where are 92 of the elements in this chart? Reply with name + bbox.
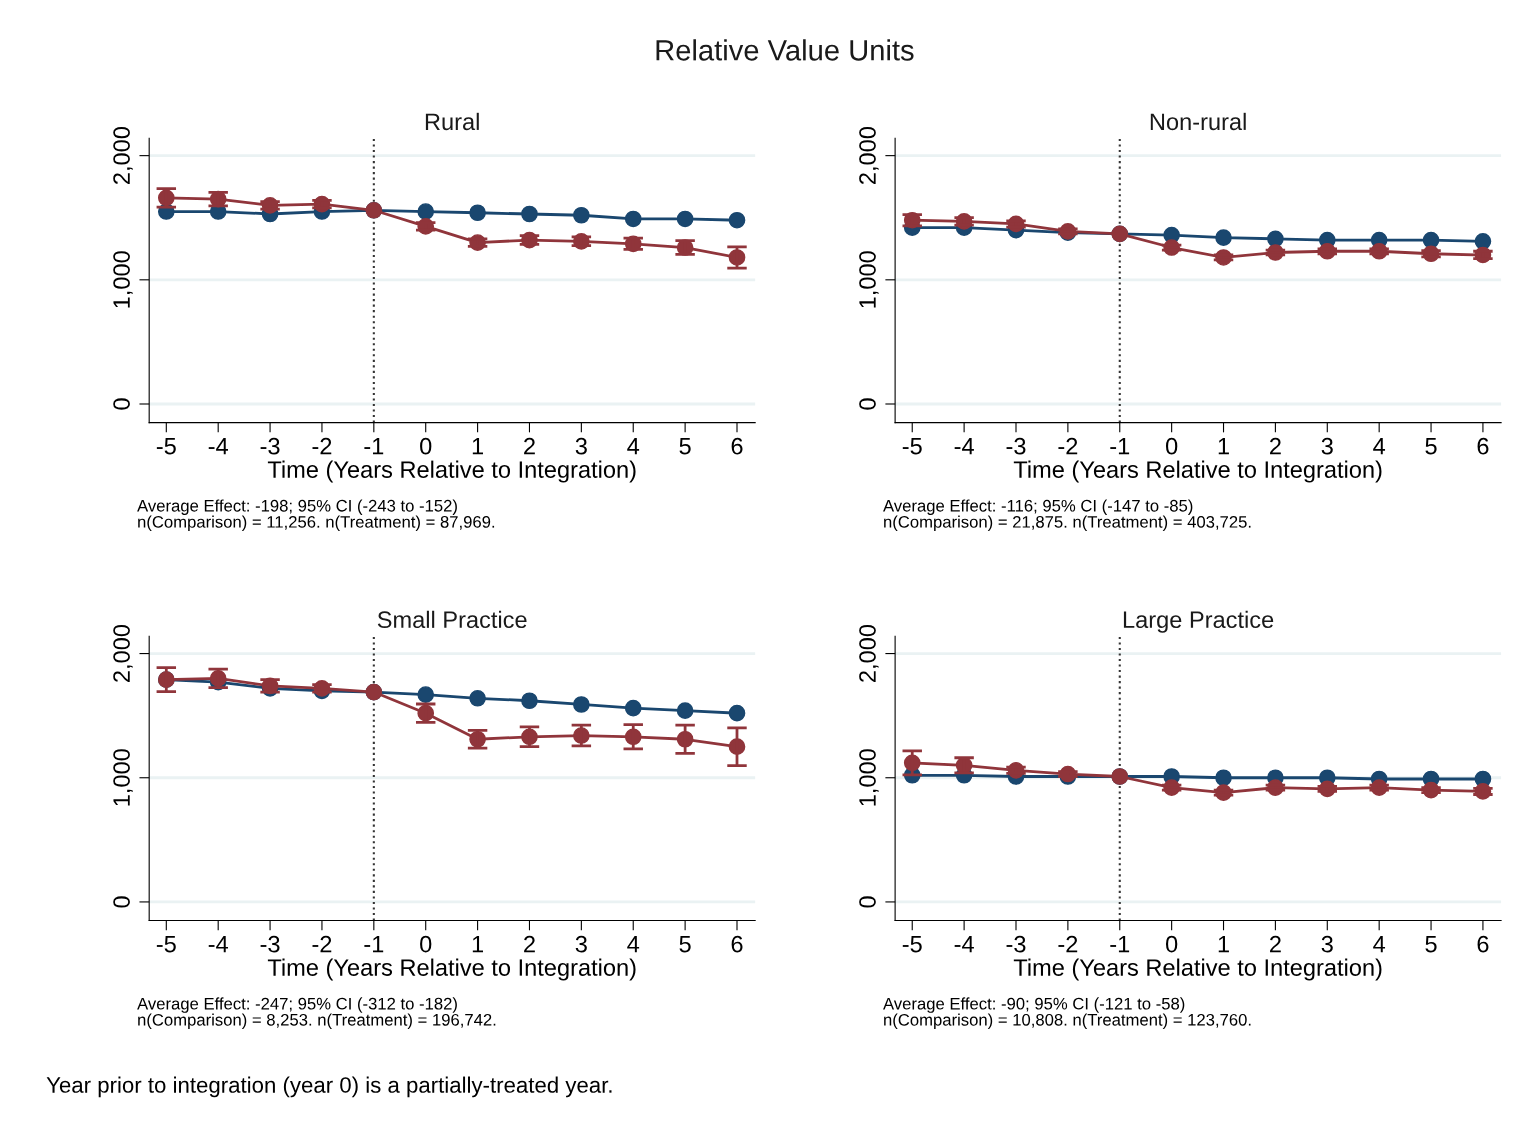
y-tick-label: 0 <box>859 398 876 410</box>
y-tick-label: 2,000 <box>113 127 133 184</box>
x-tick-label: 5 <box>1425 936 1437 953</box>
point <box>1215 229 1232 246</box>
text: Relative Value Units <box>656 39 914 61</box>
x-tick-label: -2 <box>312 935 332 953</box>
x-tick-label: 4 <box>1373 936 1386 953</box>
point <box>469 689 486 707</box>
chart-title: Non-rural <box>1150 112 1246 131</box>
x-tick-label: 3 <box>1321 437 1333 455</box>
x-tick-label: -1 <box>364 438 384 455</box>
x-tick-label: 1 <box>1218 438 1229 455</box>
x-tick-label: 5 <box>679 438 691 455</box>
x-tick-label: -3 <box>1006 935 1026 953</box>
x-tick-label: 6 <box>731 437 743 455</box>
x-tick-label: 4 <box>627 438 640 455</box>
x-tick-label: 3 <box>575 935 587 953</box>
x-tick-label: -4 <box>208 438 228 455</box>
x-tick-label: -5 <box>902 438 922 455</box>
y-tick-label: 1,000 <box>859 251 879 308</box>
y-tick-label: 2,000 <box>859 127 879 184</box>
point <box>624 210 642 228</box>
x-tick-label: 6 <box>1477 935 1489 953</box>
x-tick-label: 2 <box>1270 935 1281 953</box>
x-tick-label: 0 <box>420 935 432 953</box>
point <box>624 699 642 717</box>
text: Year prior to integration (year 0) is a partially-treated year. <box>46 1076 612 1098</box>
y-tick-label: 0 <box>113 398 130 410</box>
point <box>521 692 538 710</box>
x-tick-label: 4 <box>1373 438 1386 455</box>
y-tick-label: 0 <box>113 896 130 908</box>
x-axis-title: Time (Years Relative to Integration) <box>267 958 636 981</box>
x-tick-label: -3 <box>260 437 280 455</box>
x-tick-label: -4 <box>954 438 974 455</box>
x-tick-label: -5 <box>902 936 922 953</box>
x-axis-title: Time (Years Relative to Integration) <box>267 460 636 483</box>
point <box>521 205 538 223</box>
y-tick-label: 1,000 <box>113 749 133 806</box>
text: Average Effect: -90; 95% CI (-121 to -58) n(Comparison) = 10,808. n(Treatment) = 123,760. <box>883 997 1251 1030</box>
x-tick-label: -4 <box>954 936 974 953</box>
x-tick-label: 0 <box>1166 437 1178 455</box>
text: Average Effect: -116; 95% CI (-147 to -85) n(Comparison) = 21,875. n(Treatment) = 403,725. <box>883 499 1251 532</box>
x-tick-label: -2 <box>312 437 332 455</box>
point <box>1474 232 1492 250</box>
y-tick-label: 2,000 <box>113 624 133 682</box>
point <box>417 686 435 703</box>
point <box>1215 769 1232 787</box>
x-tick-label: 2 <box>524 437 535 455</box>
x-tick-label: 2 <box>524 935 535 953</box>
point <box>573 696 590 713</box>
x-tick-label: -1 <box>1110 438 1130 455</box>
point <box>676 702 694 720</box>
x-tick-label: 4 <box>627 936 640 953</box>
x-tick-label: -2 <box>1058 437 1078 455</box>
point <box>728 211 746 229</box>
x-tick-label: 0 <box>1166 935 1178 953</box>
point <box>676 210 694 228</box>
x-tick-label: -5 <box>156 438 176 455</box>
x-tick-label: -1 <box>1110 936 1130 953</box>
x-tick-label: -3 <box>260 935 280 953</box>
x-axis-title: Time (Years Relative to Integration) <box>1013 958 1382 981</box>
point <box>1422 231 1440 249</box>
x-tick-label: 1 <box>472 936 484 953</box>
x-tick-label: 3 <box>1321 935 1333 953</box>
y-tick-label: 1,000 <box>113 251 133 308</box>
text: Average Effect: -198; 95% CI (-243 to -152) n(Comparison) = 11,256. n(Treatment) = 87,969. <box>137 499 495 532</box>
point <box>469 204 486 222</box>
x-tick-label: 6 <box>731 935 743 953</box>
point <box>417 203 435 220</box>
x-tick-label: -3 <box>1006 437 1026 455</box>
x-tick-label: 2 <box>1270 437 1281 455</box>
x-tick-label: -5 <box>156 936 176 953</box>
x-tick-label: 5 <box>1425 438 1437 455</box>
x-tick-label: 5 <box>679 936 691 953</box>
y-tick-label: 0 <box>859 896 876 908</box>
x-tick-label: 1 <box>472 438 484 455</box>
chart-title: Large Practice <box>1123 610 1274 633</box>
x-tick-label: 1 <box>1218 936 1229 953</box>
point <box>728 704 746 722</box>
x-tick-label: -1 <box>364 936 384 953</box>
x-tick-label: 3 <box>575 437 587 455</box>
chart-title: Rural <box>425 112 479 131</box>
x-tick-label: -4 <box>208 936 228 953</box>
x-axis-title: Time (Years Relative to Integration) <box>1013 460 1382 483</box>
chart-title: Small Practice <box>377 610 527 629</box>
y-tick-label: 2,000 <box>859 624 879 682</box>
x-tick-label: 0 <box>420 437 432 455</box>
x-tick-label: 6 <box>1477 437 1489 455</box>
x-tick-label: -2 <box>1058 935 1078 953</box>
text: Average Effect: -247; 95% CI (-312 to -182) n(Comparison) = 8,253. n(Treatment) = 196,742. <box>137 997 496 1030</box>
point <box>573 206 590 224</box>
y-tick-label: 1,000 <box>859 749 879 806</box>
